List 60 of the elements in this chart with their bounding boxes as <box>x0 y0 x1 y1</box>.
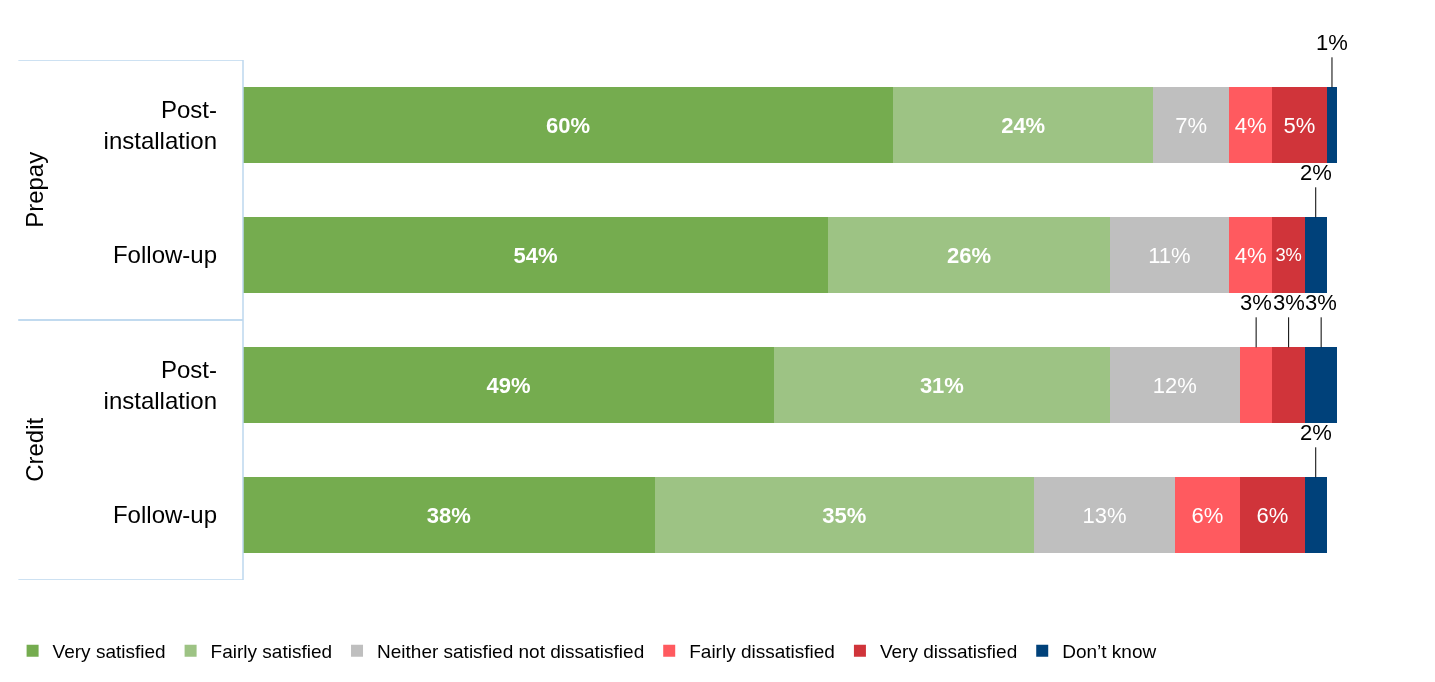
bar <box>243 477 655 553</box>
bar <box>1304 347 1338 423</box>
bar <box>1109 347 1240 423</box>
bar <box>1304 477 1327 553</box>
y-tick-label: Post-installation <box>103 355 217 414</box>
bar <box>773 347 1110 423</box>
legend-label: Neither satisfied not dissatisfied <box>377 641 645 663</box>
bar <box>893 87 1154 163</box>
text: Credit <box>20 417 48 482</box>
data-label: 3% <box>1240 290 1272 315</box>
bar <box>1272 217 1305 293</box>
data-label: 11% <box>1148 242 1191 268</box>
data-label: 31% <box>919 372 964 398</box>
bar <box>243 87 894 163</box>
bar <box>1304 217 1327 293</box>
bar <box>1229 87 1273 163</box>
legend-label: Very satisfied <box>52 641 166 663</box>
data-label: 6% <box>1256 502 1289 528</box>
data-label: 4% <box>1234 242 1267 268</box>
bar <box>1229 217 1273 293</box>
bar <box>243 217 829 293</box>
data-label: 12% <box>1152 372 1197 398</box>
data-label: 2% <box>1300 160 1332 185</box>
data-label: 60% <box>546 112 591 138</box>
data-label: 38% <box>426 502 471 528</box>
bar <box>1326 87 1338 163</box>
data-label: 7% <box>1175 112 1208 138</box>
data-label: 4% <box>1234 112 1267 138</box>
data-label: 13% <box>1082 502 1127 528</box>
legend-label: Fairly dissatisfied <box>689 641 835 663</box>
data-label: 49% <box>486 372 531 398</box>
y-tick-label: Follow-up <box>112 241 217 269</box>
text: Prepay <box>20 151 48 228</box>
data-label: 54% <box>513 242 558 268</box>
bar <box>1153 87 1230 163</box>
data-label: 5% <box>1283 112 1316 138</box>
legend-label: Don’t know <box>1062 641 1157 663</box>
bar <box>1239 477 1305 553</box>
legend-label: Fairly satisfied <box>210 641 333 663</box>
bar <box>1272 87 1327 163</box>
data-label: 3% <box>1305 290 1337 315</box>
bar <box>828 217 1110 293</box>
data-label: 3% <box>1275 244 1302 266</box>
data-label: 1% <box>1316 30 1348 55</box>
y-tick-label: Post-installation <box>103 95 217 154</box>
data-label: 35% <box>822 502 867 528</box>
bar <box>1109 217 1230 293</box>
bar <box>1272 347 1305 423</box>
data-label: 2% <box>1300 420 1332 445</box>
y-tick-label: Follow-up <box>112 501 217 529</box>
bar <box>243 347 774 423</box>
bar <box>1034 477 1175 553</box>
data-label: 24% <box>1001 112 1046 138</box>
legend-label: Very dissatisfied <box>879 641 1018 663</box>
data-label: 26% <box>946 242 992 268</box>
bar <box>1239 347 1273 423</box>
bar <box>654 477 1034 553</box>
bar <box>1174 477 1240 553</box>
data-label: 6% <box>1191 502 1224 528</box>
data-label: 3% <box>1273 290 1305 315</box>
